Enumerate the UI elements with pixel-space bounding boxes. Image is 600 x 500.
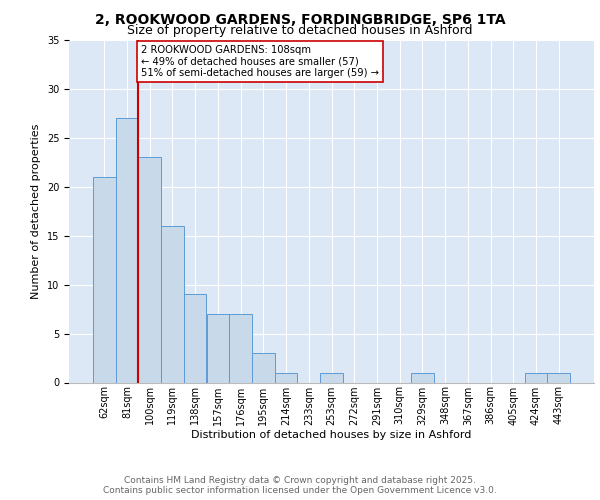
Bar: [139, 158, 161, 382]
Bar: [275, 372, 298, 382]
Text: Contains HM Land Registry data © Crown copyright and database right 2025.
Contai: Contains HM Land Registry data © Crown c…: [103, 476, 497, 495]
Text: Size of property relative to detached houses in Ashford: Size of property relative to detached ho…: [127, 24, 473, 37]
Bar: [320, 372, 343, 382]
Bar: [206, 314, 229, 382]
Bar: [411, 372, 434, 382]
Text: 2, ROOKWOOD GARDENS, FORDINGBRIDGE, SP6 1TA: 2, ROOKWOOD GARDENS, FORDINGBRIDGE, SP6 …: [95, 12, 505, 26]
Bar: [93, 177, 116, 382]
Bar: [229, 314, 252, 382]
Y-axis label: Number of detached properties: Number of detached properties: [31, 124, 41, 299]
Bar: [252, 353, 275, 382]
Bar: [116, 118, 139, 382]
Bar: [161, 226, 184, 382]
Bar: [184, 294, 206, 382]
Bar: [547, 372, 570, 382]
Bar: [524, 372, 547, 382]
Text: 2 ROOKWOOD GARDENS: 108sqm
← 49% of detached houses are smaller (57)
51% of semi: 2 ROOKWOOD GARDENS: 108sqm ← 49% of deta…: [141, 45, 379, 78]
X-axis label: Distribution of detached houses by size in Ashford: Distribution of detached houses by size …: [191, 430, 472, 440]
